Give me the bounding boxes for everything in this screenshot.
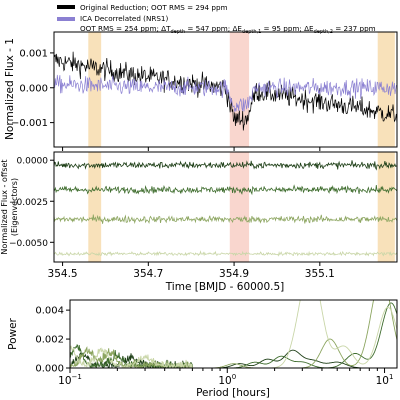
shaded-region-1 — [229, 32, 250, 147]
middle-xtick-label-0: 354.5 — [48, 268, 78, 280]
middle-series-line-2 — [54, 214, 397, 225]
bottom-xtick-label-2: 101 — [376, 373, 394, 387]
middle-series-lines — [54, 160, 397, 257]
top-ytick-label-1: 0.000 — [19, 83, 48, 94]
shaded-region-0 — [88, 152, 102, 262]
legend-label-ica: ICA Decorrelated (NRS1) — [80, 14, 168, 23]
shaded-region-1 — [229, 152, 250, 262]
bottom-ytick-label-1: 0.002 — [35, 335, 64, 346]
middle-series-line-1 — [54, 184, 397, 196]
legend: Original Reduction; OOT RMS = 294 ppm IC… — [57, 3, 376, 35]
bottom-panel: 0.000 0.002 0.004 10−1 100 101 Power Period … — [7, 299, 398, 399]
bottom-xtick-label-0: 10−1 — [58, 373, 82, 387]
legend-swatch-original — [57, 5, 75, 9]
shaded-region-2 — [377, 152, 395, 262]
middle-y-axis-label: Normalized Flux - offset — [0, 159, 9, 254]
middle-xtick-label-1: 354.7 — [133, 268, 163, 280]
middle-shaded-regions — [88, 152, 395, 262]
middle-y-axis-label-2: (Eigenvectors) — [10, 178, 19, 236]
top-series-line-0 — [54, 51, 397, 131]
middle-y-ticks: 0.0000 −0.0025 −0.0050 — [9, 157, 54, 249]
middle-ytick-label-2: −0.0050 — [9, 239, 48, 249]
bottom-x-axis-label: Period [hours] — [196, 387, 270, 399]
legend-swatch-ica — [57, 17, 75, 21]
shaded-region-0 — [88, 32, 102, 147]
bottom-xtick-label-1: 100 — [218, 373, 236, 387]
middle-ytick-label-0: 0.0000 — [17, 157, 49, 167]
top-panel: 0.001 0.000 −0.001 Normalized Flux - 1 Ori… — [4, 3, 398, 151]
top-y-ticks: 0.001 0.000 −0.001 — [11, 48, 54, 129]
bottom-ytick-label-0: 0.000 — [35, 364, 64, 375]
middle-ytick-label-1: −0.0025 — [9, 198, 48, 208]
middle-xtick-label-2: 354.9 — [219, 268, 249, 280]
bottom-ytick-label-2: 0.004 — [35, 306, 64, 317]
middle-axes-frame — [53, 151, 398, 263]
top-series-lines — [54, 51, 397, 131]
legend-label-original: Original Reduction; OOT RMS = 294 ppm — [80, 3, 228, 12]
top-y-axis-label: Normalized Flux - 1 — [4, 38, 16, 140]
legend-label-ica-stats: OOT RMS = 254 ppm; ΔTdepth = 547 ppm; ΔE… — [80, 24, 376, 35]
bottom-series-line-1 — [70, 302, 397, 368]
middle-x-axis-label: Time [BMJD - 60000.5] — [165, 281, 285, 293]
middle-xtick-label-3: 355.1 — [305, 268, 335, 280]
top-axes-frame — [53, 31, 398, 148]
middle-panel: 0.0000 −0.0025 −0.0050 354.5 354.7 354.9 355.… — [0, 151, 398, 293]
top-ytick-label-0: 0.001 — [19, 48, 48, 59]
bottom-y-axis-label: Power — [7, 317, 19, 349]
top-x-ticks — [62, 147, 321, 151]
bottom-axes-frame — [69, 299, 398, 369]
bottom-x-ticks: 10−1 100 101 — [58, 368, 393, 387]
bottom-y-ticks: 0.000 0.002 0.004 — [35, 306, 70, 375]
top-ytick-label-2: −0.001 — [11, 118, 48, 129]
bottom-series-line-2 — [70, 300, 397, 368]
middle-series-line-3 — [54, 250, 397, 257]
top-series-line-1 — [54, 74, 397, 112]
middle-x-ticks: 354.5 354.7 354.9 355.1 — [48, 262, 335, 280]
top-shaded-regions — [88, 32, 395, 147]
middle-series-line-0 — [54, 160, 397, 171]
bottom-series-line-3 — [70, 300, 397, 368]
